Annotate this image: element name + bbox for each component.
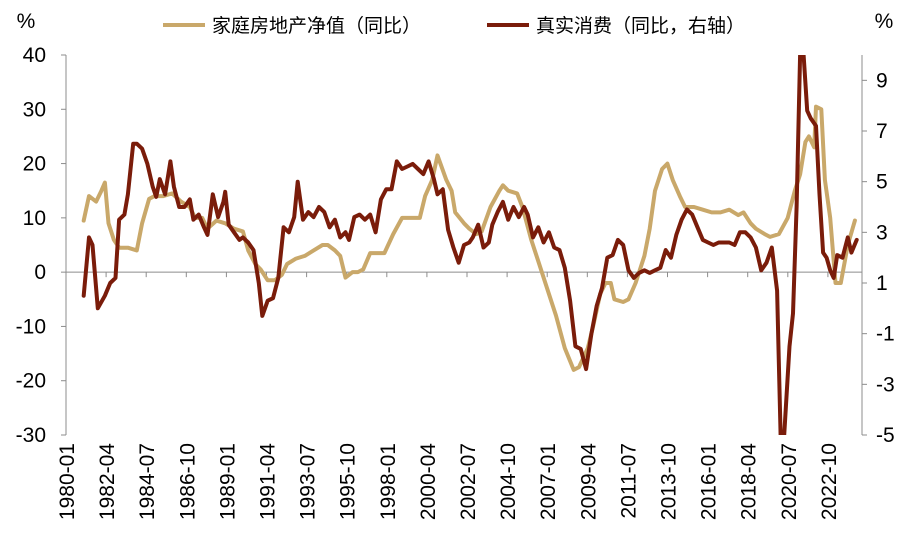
x-tick-label: 2016-01	[698, 443, 721, 520]
left-y-axis-ticks: 40 30 20 10 0 -10 -20 -30	[16, 44, 66, 447]
x-tick-label: 2022-10	[818, 443, 841, 520]
right-y-tick-label: -5	[876, 424, 895, 447]
x-tick-label: 2018-04	[738, 443, 761, 520]
x-tick-label: 2013-10	[658, 443, 681, 520]
left-axis-unit: %	[17, 10, 36, 33]
x-tick-label: 2000-04	[417, 443, 440, 520]
right-y-tick-label: -3	[876, 373, 895, 396]
left-y-tick-label: -10	[16, 315, 46, 338]
x-tick-label: 2011-07	[617, 443, 640, 519]
x-axis-ticks: 1980-01 1982-04 1984-07 1986-10 1989-01 1991-…	[56, 272, 841, 520]
x-tick-label: 1980-01	[56, 443, 79, 520]
right-y-axis-ticks: 9 7 5 3 1 -1 -3 -5	[862, 69, 895, 447]
right-y-tick-label: 7	[876, 120, 888, 143]
series-lines	[81, 55, 859, 435]
legend: 家庭房地产净值（同比） 真实消费（同比，右轴）	[163, 15, 745, 37]
x-tick-label: 1998-01	[377, 443, 400, 520]
legend-label-net-worth: 家庭房地产净值（同比）	[212, 15, 421, 37]
left-y-tick-label: 30	[23, 98, 46, 121]
x-tick-label: 1993-07	[297, 443, 320, 520]
left-y-tick-label: 10	[23, 207, 46, 230]
left-y-tick-label: -30	[16, 424, 46, 447]
x-tick-label: 1982-04	[96, 443, 119, 520]
x-tick-label: 1995-10	[337, 443, 360, 520]
series-line-consumption	[81, 55, 859, 435]
legend-label-consumption: 真实消费（同比，右轴）	[536, 15, 745, 37]
left-y-tick-label: 0	[34, 261, 46, 284]
x-tick-label: 2004-10	[497, 443, 520, 520]
x-tick-label: 1989-01	[216, 443, 239, 520]
right-y-tick-label: 3	[876, 221, 888, 244]
x-tick-label: 2002-07	[457, 443, 480, 520]
axes	[65, 55, 863, 435]
x-tick-label: 1986-10	[176, 443, 199, 520]
left-y-tick-label: 40	[23, 44, 46, 67]
x-tick-label: 2020-07	[778, 443, 801, 520]
right-y-tick-label: -1	[876, 323, 895, 346]
left-y-tick-label: 20	[23, 153, 46, 176]
x-tick-label: 1984-07	[136, 443, 159, 520]
right-axis-unit: %	[875, 10, 894, 33]
x-tick-label: 2009-04	[577, 443, 600, 520]
right-y-tick-label: 5	[876, 171, 888, 194]
x-tick-label: 2007-01	[537, 443, 560, 520]
left-y-tick-label: -20	[16, 370, 46, 393]
x-tick-label: 1991-04	[257, 443, 280, 520]
right-y-tick-label: 9	[876, 69, 888, 92]
right-y-tick-label: 1	[876, 272, 888, 295]
